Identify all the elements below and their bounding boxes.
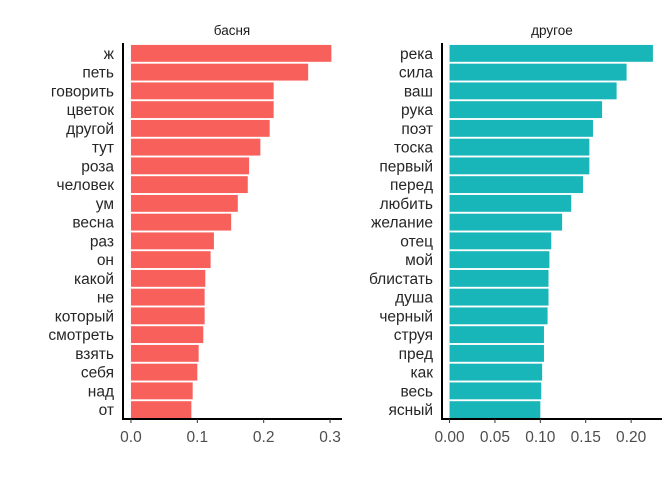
x-tick-label: 0.10	[525, 429, 556, 446]
panel-title: басня	[214, 23, 250, 38]
category-label: мой	[405, 252, 433, 269]
category-label: говорить	[51, 83, 114, 100]
category-label: ваш	[404, 83, 433, 100]
category-label: ясный	[388, 402, 433, 419]
category-label: струя	[394, 327, 433, 344]
category-label: над	[88, 383, 114, 400]
category-label: душа	[395, 290, 433, 307]
category-label: себя	[81, 365, 114, 382]
bar	[449, 363, 543, 381]
category-label: река	[400, 46, 433, 63]
bar	[449, 307, 548, 325]
category-label: который	[55, 308, 114, 325]
bar	[449, 232, 552, 250]
category-label: цветок	[67, 102, 115, 119]
category-label: любить	[380, 196, 433, 213]
panel-title: другое	[531, 23, 573, 38]
category-label: от	[99, 402, 114, 419]
bar	[130, 176, 248, 194]
category-label: взять	[75, 346, 114, 363]
bar	[449, 213, 563, 231]
category-label: сила	[399, 65, 433, 82]
bar	[130, 44, 332, 62]
category-label: человек	[57, 177, 115, 194]
x-tick-label: 0.00	[434, 429, 465, 446]
x-tick-label: 0.0	[120, 429, 142, 446]
bar	[130, 157, 250, 175]
category-label: петь	[82, 65, 114, 82]
bar	[449, 44, 653, 62]
x-tick-label: 0.05	[480, 429, 510, 446]
category-label: смотреть	[48, 327, 114, 344]
bar	[130, 344, 199, 362]
x-tick-label: 0.20	[616, 429, 647, 446]
bar	[130, 326, 204, 344]
category-label: перед	[390, 177, 433, 194]
bar	[130, 307, 205, 325]
category-label: блистать	[369, 271, 433, 288]
bar	[130, 101, 274, 119]
category-label: весна	[72, 215, 114, 232]
category-label: желание	[371, 215, 433, 232]
category-label: не	[97, 290, 114, 307]
bar	[449, 382, 542, 400]
x-tick-label: 0.1	[187, 429, 209, 446]
bar	[449, 326, 544, 344]
category-label: какой	[74, 271, 114, 288]
bar	[130, 382, 193, 400]
bar	[449, 119, 593, 137]
bar	[449, 288, 549, 306]
bar	[449, 157, 590, 175]
category-label: весь	[400, 383, 433, 400]
bar	[449, 251, 550, 269]
bar	[449, 101, 603, 119]
category-label: пред	[399, 346, 433, 363]
bar	[130, 138, 261, 156]
category-label: черный	[379, 308, 433, 325]
bar	[130, 269, 206, 287]
category-label: другой	[66, 121, 114, 138]
category-label: роза	[81, 158, 114, 175]
x-tick-label: 0.2	[253, 429, 275, 446]
bar	[130, 401, 192, 419]
bar	[449, 194, 572, 212]
category-label: поэт	[401, 121, 433, 138]
category-label: раз	[90, 233, 114, 250]
bar	[130, 288, 205, 306]
category-label: как	[410, 365, 433, 382]
bar	[449, 344, 544, 362]
category-label: ум	[96, 196, 114, 213]
bar	[449, 269, 549, 287]
bar	[449, 82, 617, 100]
category-label: ж	[104, 46, 115, 63]
category-label: отец	[400, 233, 433, 250]
bar	[130, 213, 232, 231]
bar	[449, 138, 590, 156]
bar	[449, 63, 627, 81]
bar	[130, 63, 309, 81]
category-label: первый	[379, 158, 433, 175]
bar	[130, 194, 238, 212]
category-label: он	[97, 252, 114, 269]
bar	[130, 82, 274, 100]
bar	[449, 401, 541, 419]
bar	[130, 119, 270, 137]
bar	[130, 251, 211, 269]
bar	[130, 363, 198, 381]
x-tick-label: 0.3	[319, 429, 341, 446]
bar	[449, 176, 584, 194]
bar	[130, 232, 214, 250]
x-tick-label: 0.15	[571, 429, 601, 446]
category-label: тут	[92, 140, 114, 157]
category-label: тоска	[394, 140, 433, 157]
category-label: рука	[401, 102, 433, 119]
